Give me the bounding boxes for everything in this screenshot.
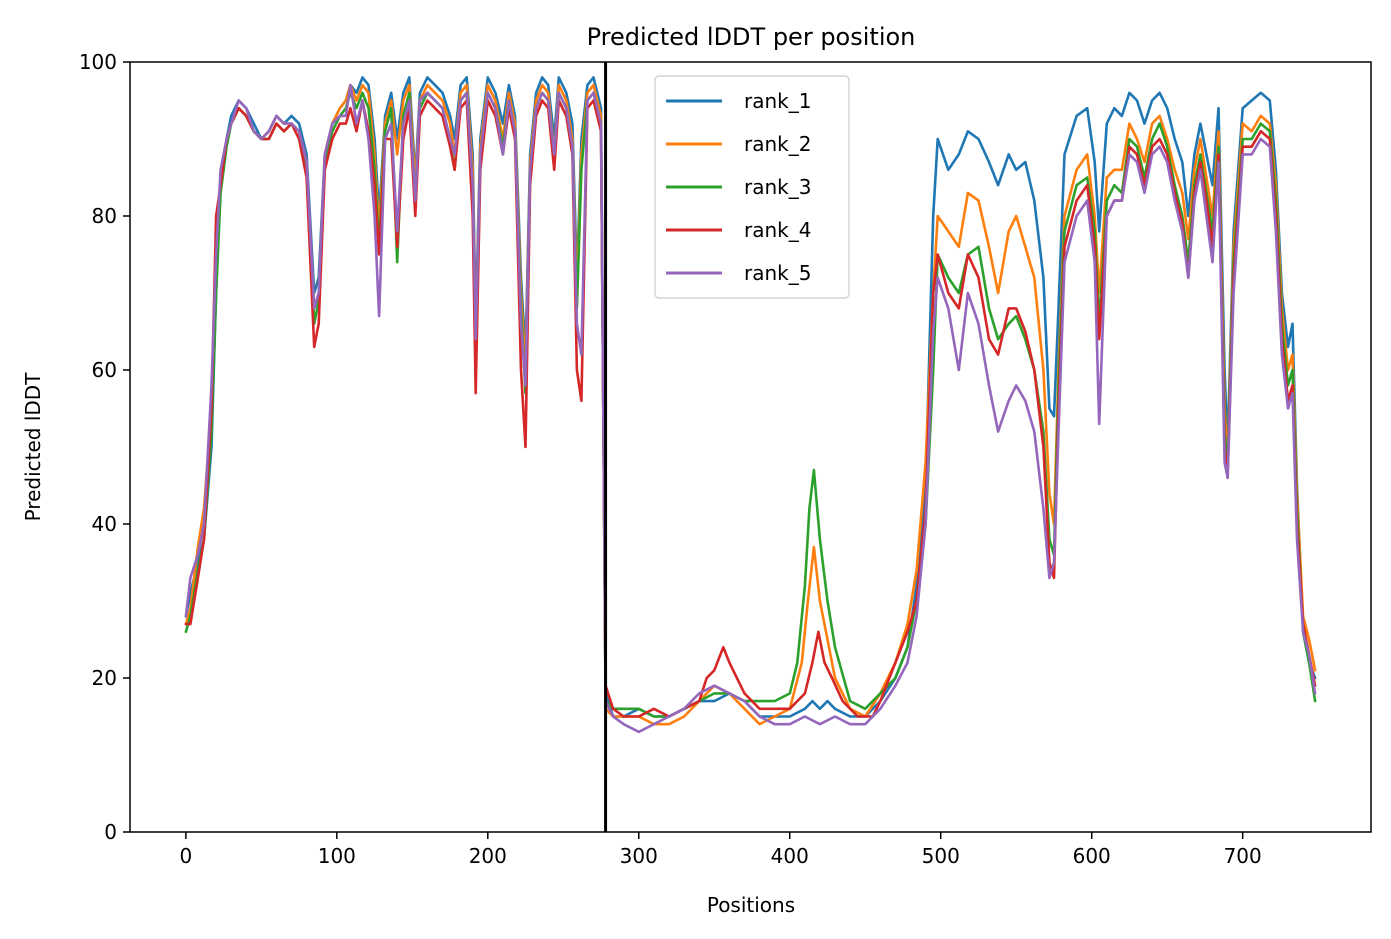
y-tick-label: 100 [79, 50, 117, 74]
x-tick-label: 100 [318, 844, 356, 868]
y-tick-label: 60 [92, 358, 117, 382]
x-axis-label: Positions [707, 893, 795, 917]
legend-label-rank_1: rank_1 [744, 89, 811, 113]
x-tick-label: 200 [469, 844, 507, 868]
legend-label-rank_4: rank_4 [744, 218, 811, 242]
series-line-rank_4 [184, 99, 1317, 718]
legend-label-rank_2: rank_2 [744, 132, 811, 156]
legend-label-rank_3: rank_3 [744, 175, 811, 199]
chart-title: Predicted lDDT per position [587, 23, 916, 51]
legend-box [654, 75, 850, 299]
y-tick-label: 40 [92, 512, 117, 536]
x-tick-label: 300 [620, 844, 658, 868]
x-tick-label: 400 [771, 844, 809, 868]
x-axis-ticks: 0 100 200 300 400 500 600 700 [179, 832, 1262, 868]
y-axis-ticks: 0 20 40 60 80 100 [79, 50, 130, 844]
legend-label-rank_5: rank_5 [744, 261, 811, 285]
x-tick-label: 700 [1224, 844, 1262, 868]
x-tick-label: 500 [922, 844, 960, 868]
y-tick-label: 80 [92, 204, 117, 228]
legend-items: rank_1 rank_2 rank_3 rank_4 rank_5 [666, 89, 811, 285]
x-tick-label: 600 [1073, 844, 1111, 868]
y-tick-label: 0 [104, 820, 117, 844]
legend: rank_1 rank_2 rank_3 rank_4 rank_5 [654, 75, 850, 299]
plot-frame [129, 61, 1372, 833]
x-tick-label: 0 [179, 844, 192, 868]
y-tick-label: 20 [92, 666, 117, 690]
y-axis-label: Predicted lDDT [21, 372, 45, 522]
series-line-rank_5 [184, 83, 1317, 734]
series-layer [184, 76, 1317, 734]
